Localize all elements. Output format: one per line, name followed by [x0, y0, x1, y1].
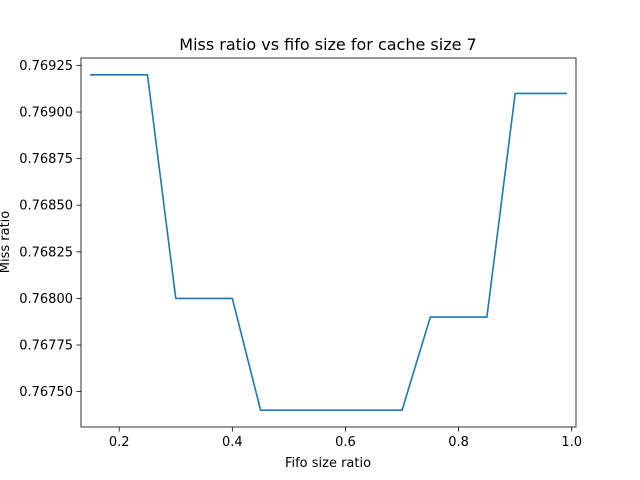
- x-tick-label: 0.8: [448, 435, 469, 450]
- y-tick-label: 0.76925: [19, 59, 73, 74]
- y-axis-label: Miss ratio: [0, 211, 13, 274]
- y-tick-label: 0.76825: [19, 245, 73, 260]
- x-tick-label: 0.2: [109, 435, 130, 450]
- x-tick-label: 0.6: [335, 435, 356, 450]
- plot-area: [80, 57, 577, 428]
- x-tick-label: 1.0: [561, 435, 582, 450]
- series-line-0: [90, 73, 567, 412]
- y-tick-label: 0.76850: [19, 199, 73, 214]
- y-tick-label: 0.76800: [19, 292, 73, 307]
- x-axis-ticks: 0.2 0.4 0.6 0.8 1.0: [109, 427, 582, 450]
- chart-title: Miss ratio vs fifo size for cache size 7: [179, 35, 476, 54]
- y-tick-label: 0.76750: [19, 385, 73, 400]
- x-axis-label: Fifo size ratio: [285, 456, 371, 471]
- y-axis-ticks: 0.76750 0.76775 0.76800 0.76825 0.76850 0.768…: [19, 59, 81, 400]
- y-tick-label: 0.76775: [19, 339, 73, 354]
- y-tick-label: 0.76875: [19, 152, 73, 167]
- axes-frame: [80, 57, 577, 428]
- y-tick-label: 0.76900: [19, 106, 73, 121]
- x-tick-label: 0.4: [222, 435, 243, 450]
